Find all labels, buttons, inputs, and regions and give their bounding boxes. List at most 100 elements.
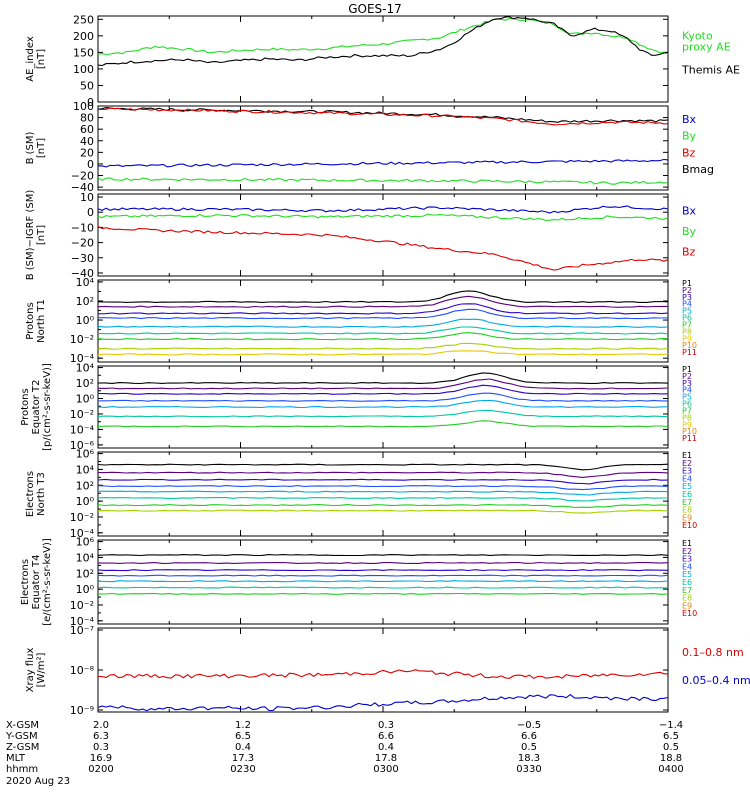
channel-line (97, 392, 668, 402)
y-tick-label: 10⁴ (76, 276, 95, 289)
y-tick-label: 100 (73, 63, 94, 76)
channel-line (97, 463, 669, 471)
y-tick-label: 10² (76, 479, 94, 492)
ephemeris-value: 1.2 (235, 720, 251, 731)
legend-entry: E10 (682, 521, 697, 530)
legend-entry: P7 (682, 320, 692, 329)
channel-line (97, 399, 669, 409)
y-axis-label: North T3 (36, 472, 47, 516)
ephemeris-value: 0.3 (93, 742, 109, 753)
legend-entry: P6 (682, 314, 692, 323)
ephemeris-label: MLT (6, 753, 25, 764)
legend-entry: P10 (682, 427, 697, 436)
y-axis-label: Equator T2 (31, 380, 42, 435)
legend-entry: P4 (682, 386, 692, 395)
y-tick-label: 0 (87, 96, 94, 109)
ephemeris-value: 0400 (658, 764, 684, 775)
channel-line (97, 586, 669, 589)
ephemeris-value: 2.0 (93, 720, 109, 731)
legend-entry: Bx (682, 205, 697, 218)
series-line-kyoto-proxy-ae (97, 17, 669, 56)
legend-entry: Bmag (682, 163, 714, 176)
legend-entry: P10 (682, 341, 697, 350)
ephemeris-label: Y-GSM (6, 731, 38, 742)
series-line-bx (97, 205, 669, 214)
legend-entry: P2 (682, 372, 692, 381)
y-tick-label: −10 (71, 221, 94, 234)
y-tick-label: 50 (80, 79, 94, 92)
y-tick-label: 10⁶ (76, 448, 95, 461)
channel-line (97, 342, 669, 350)
ephemeris-value: −0.5 (516, 720, 542, 731)
legend-entry: E7 (682, 586, 692, 595)
y-tick-label: 10⁻² (70, 333, 94, 346)
y-axis-label: Xray flux (25, 648, 36, 693)
y-tick-label: 0 (87, 158, 94, 171)
y-tick-label: 10⁻⁹ (70, 704, 94, 717)
y-tick-label: 10² (76, 567, 94, 580)
legend-entry: Themis AE (681, 63, 740, 76)
ephemeris-value: 18.8 (659, 753, 683, 764)
channel-line (97, 509, 669, 514)
channel-line (97, 326, 669, 335)
ephemeris-value: 6.5 (663, 731, 679, 742)
y-axis-label: [nT] (36, 138, 47, 158)
chart-title: GOES-17 (348, 2, 402, 16)
legend-entry: Bz (682, 246, 696, 259)
legend-entry: P4 (682, 300, 692, 309)
legend-entry: E5 (682, 570, 692, 579)
channel-line (98, 308, 669, 320)
y-tick-label: 10⁰ (76, 314, 95, 327)
channel-line (97, 378, 669, 390)
ephemeris-value: 17.3 (231, 753, 255, 764)
y-tick-label: 40 (80, 135, 94, 148)
series-line-themis-ae (97, 16, 669, 67)
channel-line (97, 592, 669, 595)
legend-entry: E8 (682, 594, 692, 603)
legend-entry: E2 (682, 459, 692, 468)
y-axis-label: B (SM)−IGRF (SM) (25, 190, 36, 281)
ephemeris-value: 0330 (516, 764, 542, 775)
legend-entry: P9 (682, 420, 692, 429)
legend-entry: P3 (682, 293, 692, 302)
legend-entry: E9 (682, 513, 692, 522)
channel-line (97, 290, 669, 304)
legend-entry: P9 (682, 334, 692, 343)
channel-line (97, 569, 669, 572)
legend-entry: E10 (682, 609, 697, 618)
panel-xray: 10⁻⁷ 10⁻⁸ 10⁻⁹ Xray flux [W/m²] 0.1–0.8 nm 0.0… (25, 624, 750, 717)
channel-line (97, 574, 669, 577)
y-tick-label: 10⁻⁴ (70, 615, 95, 628)
ephemeris-value: 6.6 (378, 731, 394, 742)
channel-line (97, 303, 669, 315)
channel-line (97, 384, 669, 395)
y-tick-label: 10⁰ (76, 583, 95, 596)
y-tick-label: 10² (76, 295, 94, 308)
y-axis-label: Electrons (20, 559, 31, 605)
legend-entry: E1 (682, 539, 692, 548)
y-axis-label: [p/(cm²-s-sr-keV)] (42, 363, 53, 451)
y-tick-label: 0 (87, 206, 94, 219)
y-axis-label: Electrons (25, 471, 36, 517)
ephemeris-value: 0.5 (663, 742, 679, 753)
legend-entry: E8 (682, 506, 692, 515)
y-tick-label: 10⁶ (76, 536, 95, 549)
panel-ee: 10⁶ 10⁴ 10² 10⁰ 10⁻² 10⁻⁴ Electrons Equator T4[… (20, 536, 697, 628)
legend-entry: 0.05–0.4 nm (682, 674, 750, 687)
legend-entry: Bx (682, 113, 697, 126)
series-line-bz (97, 225, 669, 271)
y-axis-label: North T1 (36, 299, 47, 343)
y-tick-label: 10⁰ (76, 495, 95, 508)
legend-entry: proxy AE (682, 41, 731, 54)
legend-entry: E3 (682, 555, 692, 564)
ephemeris-value: 6.3 (93, 731, 109, 742)
y-tick-label: 10⁴ (76, 362, 95, 375)
ephemeris-value: 0230 (230, 764, 256, 775)
legend-entry: E4 (682, 474, 692, 483)
panel-frame (97, 105, 669, 191)
legend-entry: P8 (682, 413, 692, 422)
channel-line (97, 485, 669, 491)
